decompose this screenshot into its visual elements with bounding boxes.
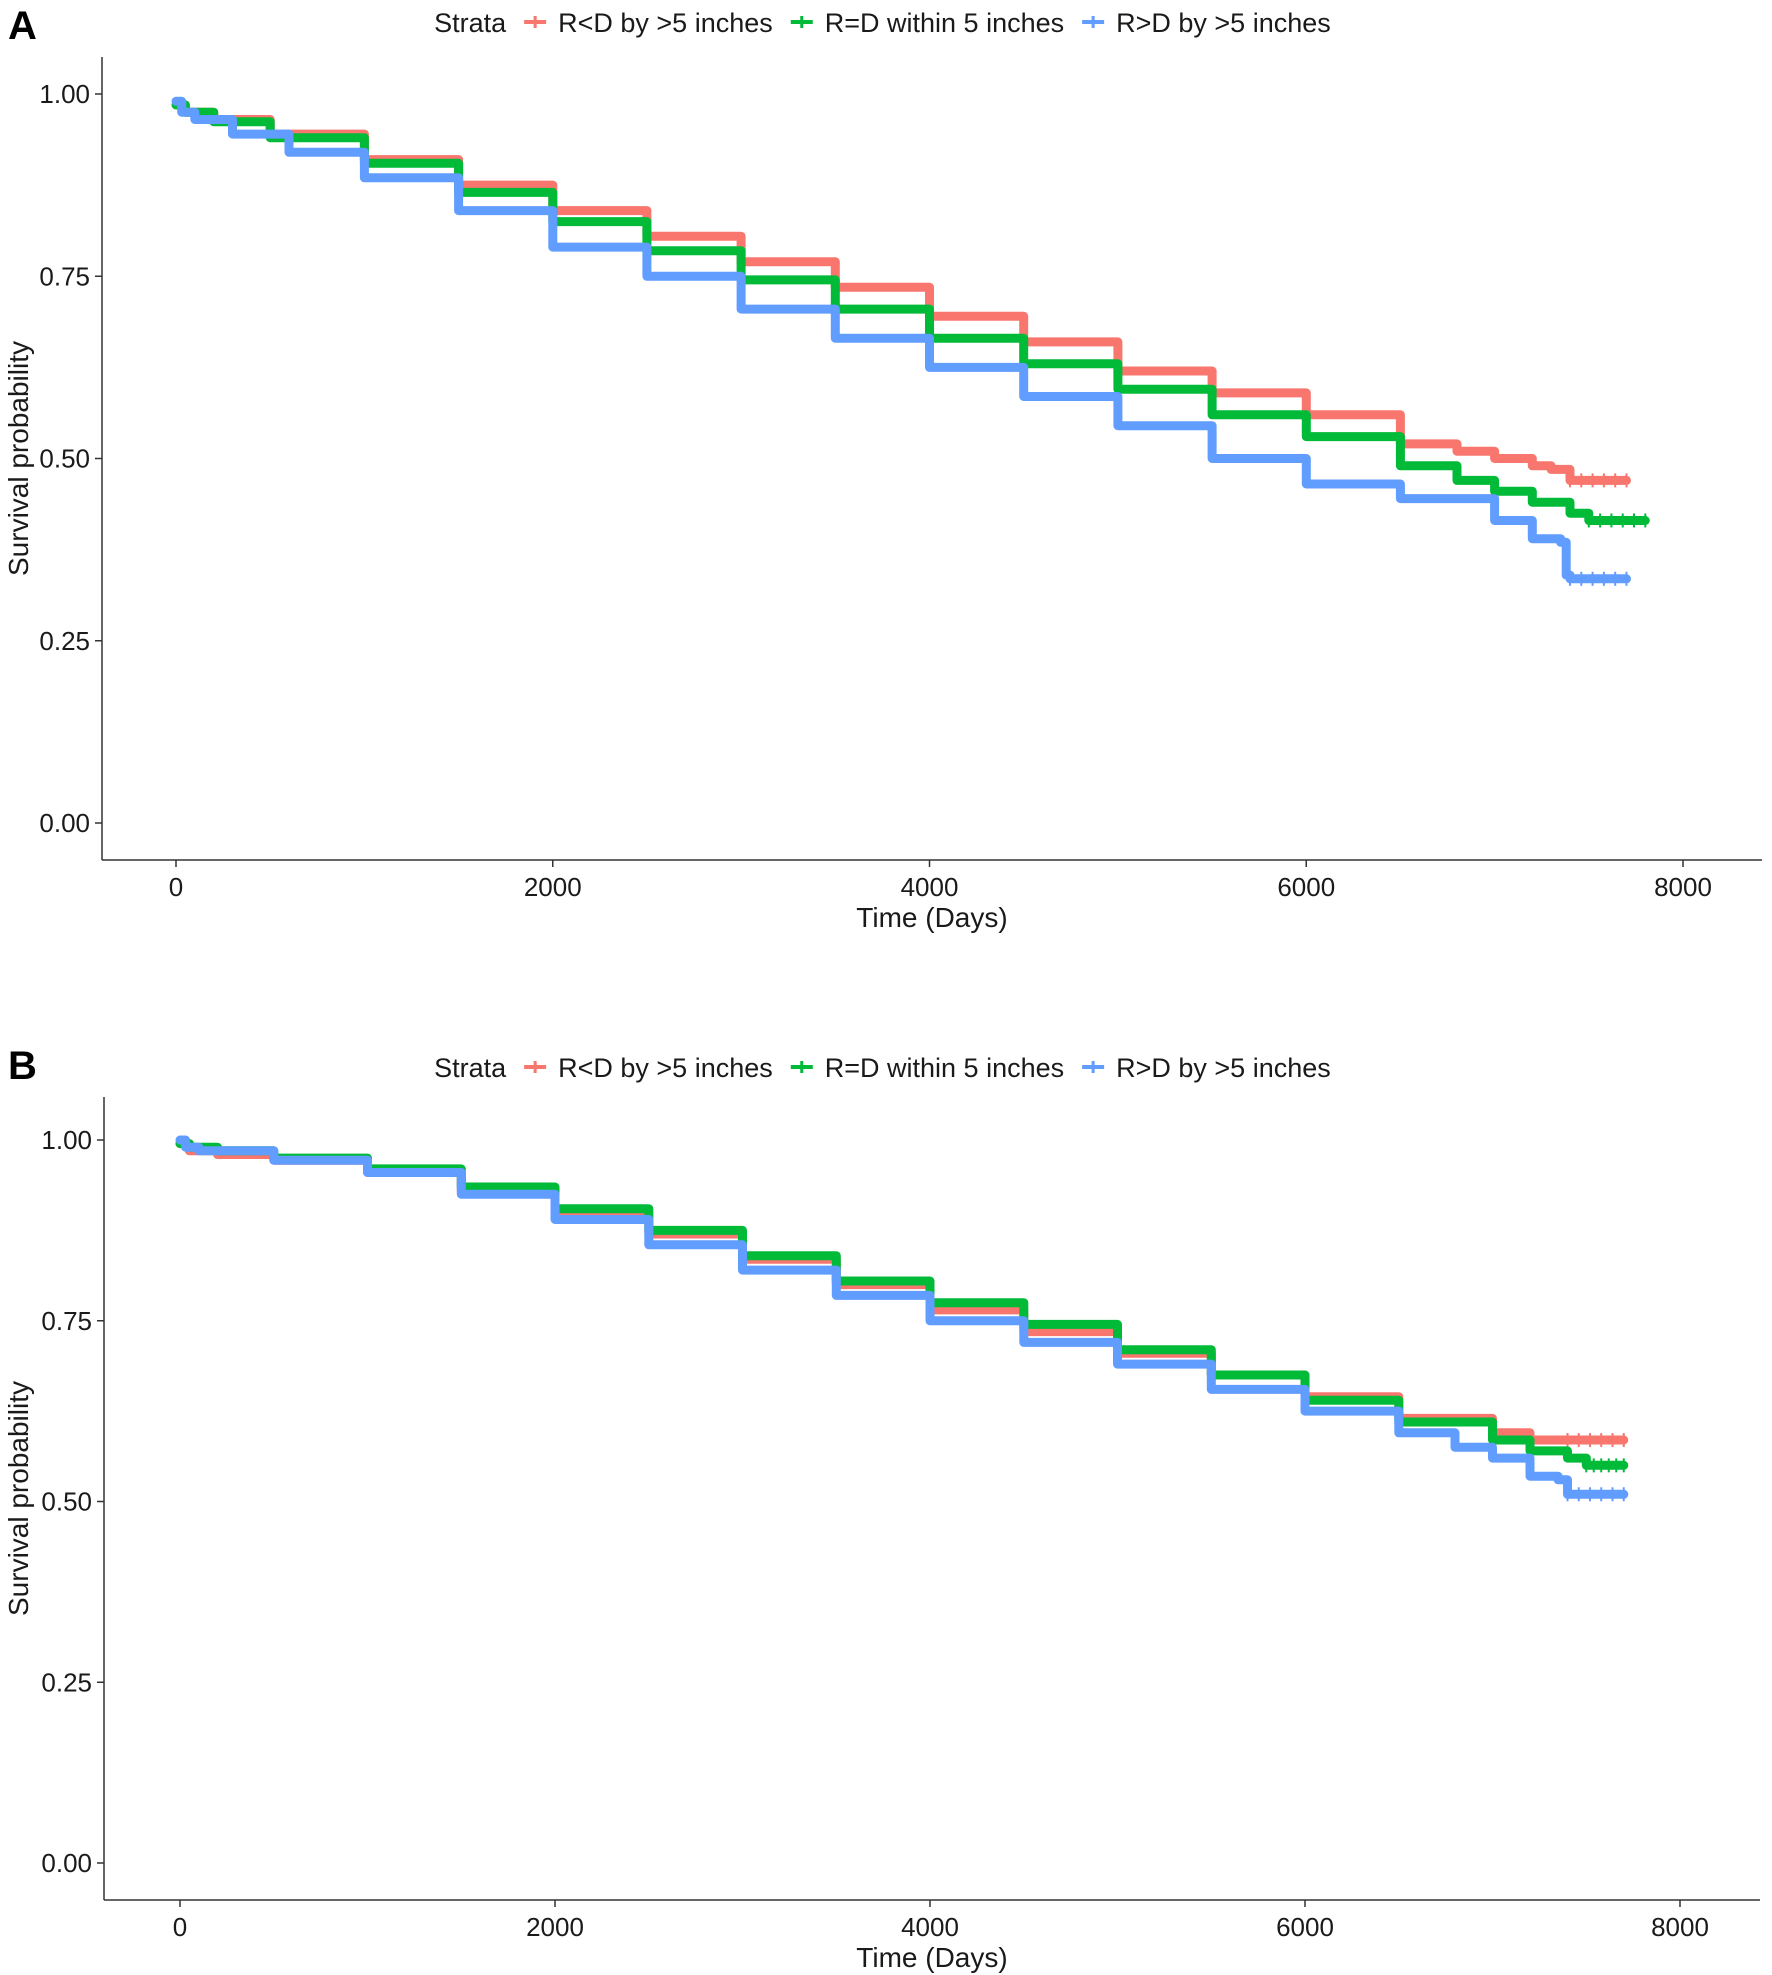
y-tick-label: 0.75 bbox=[41, 1306, 92, 1336]
y-axis-title: Survival probability bbox=[3, 341, 34, 576]
legend-label-3: R>D by >5 inches bbox=[1116, 1053, 1331, 1083]
x-tick-label: 8000 bbox=[1651, 1912, 1709, 1942]
x-tick-label: 2000 bbox=[524, 872, 582, 902]
series-line-3 bbox=[175, 1135, 1629, 1499]
y-tick-label: 0.00 bbox=[41, 1848, 92, 1878]
legend-label-1: R<D by >5 inches bbox=[558, 1053, 773, 1083]
x-tick-label: 6000 bbox=[1277, 872, 1335, 902]
y-tick-label: 0.25 bbox=[41, 1667, 92, 1697]
panel-label-a: A bbox=[8, 4, 37, 48]
legend-title: Strata bbox=[434, 1053, 507, 1083]
x-axis-title: Time (Days) bbox=[856, 902, 1007, 933]
legend-label-3: R>D by >5 inches bbox=[1116, 8, 1331, 38]
y-tick-label: 1.00 bbox=[41, 1125, 92, 1155]
y-tick-label: 0.50 bbox=[41, 1487, 92, 1517]
panel-b: 0.00 0.25 0.50 0.75 1.00 0 2000 4000 6000 8000 Tim… bbox=[0, 1040, 1772, 1975]
series-line-2 bbox=[171, 100, 1650, 525]
legend-title: Strata bbox=[434, 8, 507, 38]
survival-chart-b: 0.00 0.25 0.50 0.75 1.00 0 2000 4000 6000 8000 Tim… bbox=[3, 1053, 1760, 1973]
survival-chart-a: 0.00 0.25 0.50 0.75 1.00 0 2000 4000 6000 8000 Tim… bbox=[3, 8, 1762, 933]
x-tick-label: 8000 bbox=[1654, 872, 1712, 902]
legend-label-2: R=D within 5 inches bbox=[825, 8, 1064, 38]
x-tick-label: 6000 bbox=[1276, 1912, 1334, 1942]
x-tick-label: 0 bbox=[173, 1912, 187, 1942]
x-tick-label: 4000 bbox=[901, 872, 959, 902]
legend-label-1: R<D by >5 inches bbox=[558, 8, 773, 38]
y-tick-label: 0.50 bbox=[39, 444, 90, 474]
y-tick-label: 1.00 bbox=[39, 79, 90, 109]
y-tick-label: 0.00 bbox=[39, 808, 90, 838]
panel-a: 0.00 0.25 0.50 0.75 1.00 0 2000 4000 6000 8000 Tim… bbox=[0, 0, 1772, 960]
x-tick-label: 0 bbox=[169, 872, 183, 902]
x-tick-label: 2000 bbox=[526, 1912, 584, 1942]
y-axis-title: Survival probability bbox=[3, 1381, 34, 1616]
y-tick-label: 0.75 bbox=[39, 261, 90, 291]
series-line-3 bbox=[171, 96, 1631, 584]
x-axis-title: Time (Days) bbox=[856, 1942, 1007, 1973]
panel-label-b: B bbox=[8, 1044, 37, 1088]
y-tick-label: 0.25 bbox=[39, 626, 90, 656]
legend-label-2: R=D within 5 inches bbox=[825, 1053, 1064, 1083]
x-tick-label: 4000 bbox=[901, 1912, 959, 1942]
